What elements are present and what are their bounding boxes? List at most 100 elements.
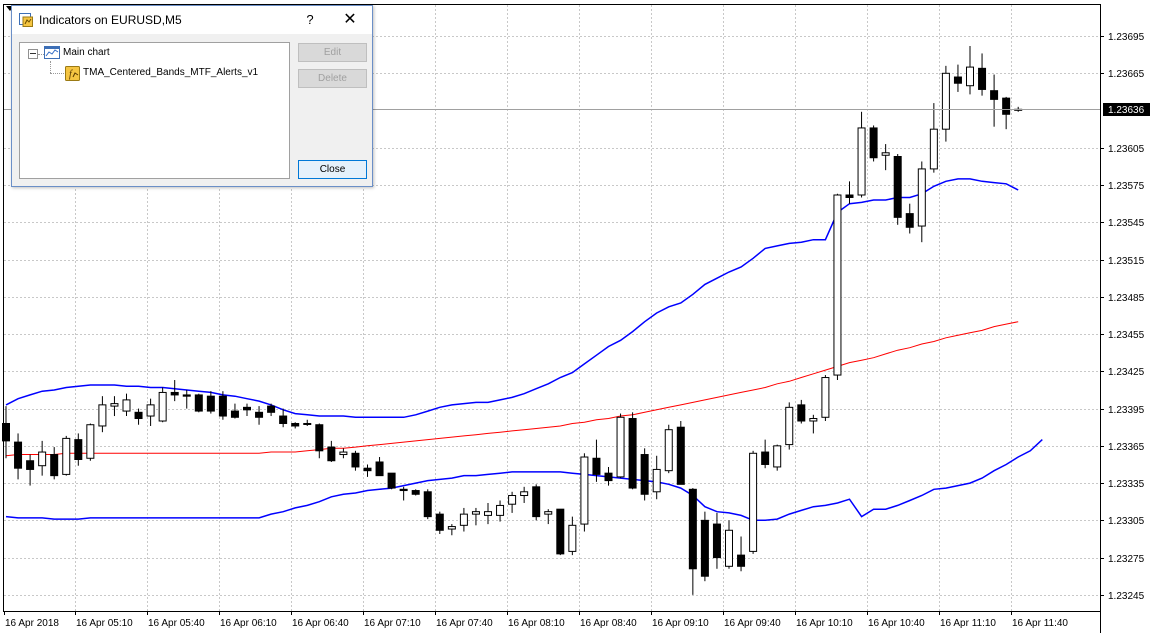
candle-body-bull [339,451,348,456]
candle-body-bear [74,439,83,460]
candle-body-bull [86,424,95,459]
candle [122,393,131,417]
candle [1002,96,1011,130]
candle [230,403,239,419]
candle-body-bull [520,491,529,497]
indicator-tree[interactable]: Main chart f TMA_Centered_Bands_MTF_Aler… [19,42,290,179]
candle [2,406,10,459]
candle-body-bear [556,508,565,555]
candle-body-bear [423,491,432,518]
candle-body-bear [14,441,23,469]
tree-item-main-chart[interactable]: Main chart [63,47,110,58]
candle-body-bull [508,495,517,505]
candle [929,103,938,173]
candle [785,402,794,450]
candle [206,391,215,414]
candle-body-bear [375,461,384,477]
candle [50,447,59,480]
candle-body-bear [737,554,746,567]
candle [375,457,384,477]
delete-button[interactable]: Delete [298,69,367,88]
candle-body-bear [327,446,336,462]
candle-body-bear [700,519,709,577]
candle [893,154,902,225]
candle [459,507,468,532]
candle-body-bull [544,511,553,515]
candle-body-bear [978,67,987,90]
candle [941,65,950,142]
candle [700,511,709,582]
candle-body-bull [809,418,818,422]
x-tick-label: 16 Apr 08:10 [508,618,565,629]
time-axis: 16 Apr 2018 16 Apr 05:10 16 Apr 05:40 16 Ap… [4,611,1068,629]
candle [580,453,589,532]
close-button[interactable]: Close [298,160,367,179]
candle-body-bull [821,377,830,418]
collapse-toggle-icon[interactable] [28,49,38,59]
x-tick-label: 16 Apr 06:40 [292,618,349,629]
x-tick-label: 16 Apr 09:40 [724,618,781,629]
candle-body-bull [303,422,312,425]
candle-body-bull [785,406,794,446]
candle [435,511,444,535]
candle [291,422,300,429]
candle-body-bear [315,424,324,452]
candle [399,486,408,501]
candle [62,435,71,476]
candle [568,516,577,556]
candle [616,413,625,479]
candle-body-bull [146,404,155,417]
candle [773,444,782,471]
candle [351,450,360,471]
x-tick-label: 16 Apr 06:10 [220,618,277,629]
candle [447,524,456,536]
candle-body-bull [471,511,480,515]
candle-body-bull [917,168,926,227]
candle [110,396,119,417]
candle [556,508,565,556]
candle [387,472,396,490]
candle [821,375,830,422]
candle [315,423,324,459]
y-tick-label: 1.23425 [1108,367,1145,378]
edit-button[interactable]: Edit [298,43,367,62]
candle-body-bear [399,488,408,492]
candle [243,403,251,417]
candle [833,193,842,381]
window-close-button[interactable]: ✕ [343,11,357,28]
candle [688,488,697,595]
candle-body-bear [387,472,396,489]
candle-body-bear [411,490,420,495]
candle-body-bull [725,529,733,567]
candle-body-bull [158,391,167,422]
candle-body-bull [749,452,758,552]
tree-connector [50,73,64,74]
candle-body-bear [435,513,444,531]
candle-body-bear [351,452,360,468]
candle [98,396,107,433]
candle-body-bear [243,406,251,411]
candle-body-bull [447,526,456,530]
candle-body-bull [966,66,974,87]
candle [869,125,878,162]
candle [194,393,203,413]
candle-body-bear [640,454,649,495]
candle [74,433,83,466]
tree-item-indicator[interactable]: TMA_Centered_Bands_MTF_Alerts_v1 [83,67,259,78]
indicators-dialog: Indicators on EURUSD,M5 ? ✕ Main chart f… [11,5,373,187]
candle [14,433,23,480]
candle [508,491,517,513]
candle [725,520,733,569]
help-button[interactable]: ? [306,12,314,27]
candle [761,439,770,469]
price-axis: 1.23695 1.23665 1.23605 1.23575 1.23545 1.235… [1100,32,1145,602]
candle [797,399,806,424]
candle [471,507,480,526]
candle [990,74,999,127]
x-tick-label: 16 Apr 10:10 [796,618,853,629]
candle [544,509,553,525]
candle [327,440,336,462]
candle [809,414,818,434]
candle-body-bull [773,445,782,468]
